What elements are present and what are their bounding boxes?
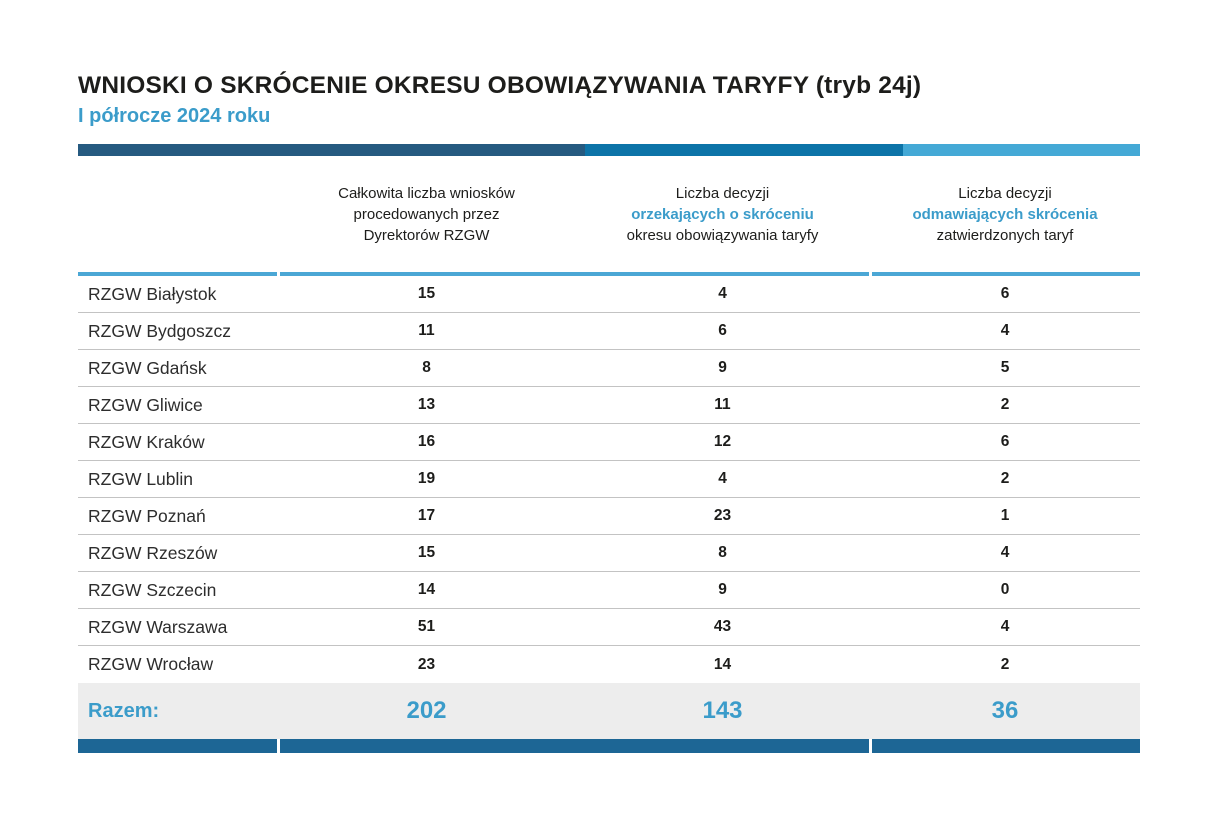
table-row: RZGW Szczecin 14 9 0 <box>78 572 1140 610</box>
header-line: Całkowita liczba wniosków <box>338 184 515 202</box>
header-line: zatwierdzonych taryf <box>936 226 1074 244</box>
row-label: RZGW Poznań <box>88 505 206 526</box>
header-line: Liczba decyzji <box>675 184 770 202</box>
row-value: 2 <box>1000 396 1010 414</box>
table-row: RZGW Gliwice 13 11 2 <box>78 387 1140 425</box>
row-value: 11 <box>714 396 731 414</box>
row-value: 6 <box>1000 433 1010 451</box>
header-line: Dyrektorów RZGW <box>363 226 490 244</box>
table-body: RZGW Białystok 15 4 6 RZGW Bydgoszcz 11 … <box>78 276 1140 683</box>
header-line: procedowanych przez <box>353 205 500 223</box>
row-label: RZGW Lublin <box>88 468 194 489</box>
bottom-decorative-bar <box>78 739 1140 754</box>
row-value: 8 <box>422 359 431 377</box>
totals-value: 143 <box>702 697 743 725</box>
table-row: RZGW Bydgoszcz 11 6 4 <box>78 313 1140 351</box>
header-line: Liczba decyzji <box>958 184 1052 202</box>
header-line-accent: orzekających o skróceniu <box>631 205 814 223</box>
infographic: WNIOSKI O SKRÓCENIE OKRESU OBOWIĄZYWANIA… <box>78 0 1140 754</box>
table-row: RZGW Białystok 15 4 6 <box>78 276 1140 314</box>
column-header-decisions-refusing: Liczba decyzji odmawiających skrócenia z… <box>870 183 1140 246</box>
row-value: 51 <box>417 618 436 636</box>
row-label: RZGW Bydgoszcz <box>88 320 231 341</box>
column-header-total-applications: Całkowita liczba wniosków procedowanych … <box>278 183 575 246</box>
row-value: 4 <box>718 470 727 488</box>
row-value: 23 <box>417 655 436 673</box>
table-row: RZGW Lublin 19 4 2 <box>78 461 1140 499</box>
row-value: 5 <box>1000 359 1010 377</box>
row-value: 0 <box>1000 581 1010 599</box>
table-header-row: Całkowita liczba wniosków procedowanych … <box>78 156 1140 272</box>
row-value: 4 <box>1000 544 1010 562</box>
row-value: 16 <box>417 433 436 451</box>
row-label: RZGW Szczecin <box>88 579 217 600</box>
bar-segment-dark <box>78 144 585 157</box>
bar-segment-medium <box>585 144 903 157</box>
row-value: 15 <box>417 544 436 562</box>
row-value: 2 <box>1000 655 1010 673</box>
row-label: RZGW Kraków <box>88 431 205 452</box>
row-value: 14 <box>417 581 436 599</box>
row-label: RZGW Warszawa <box>88 616 228 637</box>
row-label: RZGW Gdańsk <box>88 357 207 378</box>
row-value: 8 <box>718 544 727 562</box>
row-value: 4 <box>1000 618 1010 636</box>
row-label: RZGW Wrocław <box>88 654 214 675</box>
totals-label: Razem: <box>88 699 160 722</box>
table-row: RZGW Warszawa 51 43 4 <box>78 609 1140 647</box>
totals-value: 202 <box>406 697 447 725</box>
column-header-decisions-granting: Liczba decyzji orzekających o skróceniu … <box>575 183 870 246</box>
row-value: 1 <box>1000 507 1010 525</box>
table-row: RZGW Wrocław 23 14 2 <box>78 646 1140 683</box>
row-value: 9 <box>718 581 727 599</box>
row-label: RZGW Białystok <box>88 283 217 304</box>
table-row: RZGW Poznań 17 23 1 <box>78 498 1140 536</box>
row-value: 4 <box>1000 322 1010 340</box>
header-line-accent: odmawiających skrócenia <box>912 205 1098 223</box>
decorative-tricolor-bar <box>78 144 1140 157</box>
table-row: RZGW Kraków 16 12 6 <box>78 424 1140 462</box>
row-value: 4 <box>718 285 727 303</box>
header-separator-line <box>78 272 1140 277</box>
row-value: 19 <box>417 470 436 488</box>
bar-segment-light <box>903 144 1140 157</box>
table-row: RZGW Rzeszów 15 8 4 <box>78 535 1140 573</box>
header-line: okresu obowiązywania taryfy <box>626 226 819 244</box>
row-value: 13 <box>417 396 436 414</box>
row-value: 17 <box>417 507 436 525</box>
row-value: 15 <box>417 285 436 303</box>
row-value: 14 <box>713 655 732 673</box>
row-value: 12 <box>713 433 732 451</box>
row-value: 11 <box>418 322 435 340</box>
page-subtitle: I półrocze 2024 roku <box>78 105 271 128</box>
page-title: WNIOSKI O SKRÓCENIE OKRESU OBOWIĄZYWANIA… <box>78 72 922 99</box>
row-value: 23 <box>713 507 732 525</box>
totals-row: Razem: 202 143 36 <box>78 683 1140 740</box>
row-value: 2 <box>1000 470 1010 488</box>
table-row: RZGW Gdańsk 8 9 5 <box>78 350 1140 388</box>
row-value: 43 <box>713 618 732 636</box>
row-label: RZGW Gliwice <box>88 394 203 415</box>
row-label: RZGW Rzeszów <box>88 542 218 563</box>
row-value: 6 <box>1000 285 1010 303</box>
row-value: 6 <box>718 322 727 340</box>
totals-value: 36 <box>991 697 1019 725</box>
row-value: 9 <box>718 359 727 377</box>
